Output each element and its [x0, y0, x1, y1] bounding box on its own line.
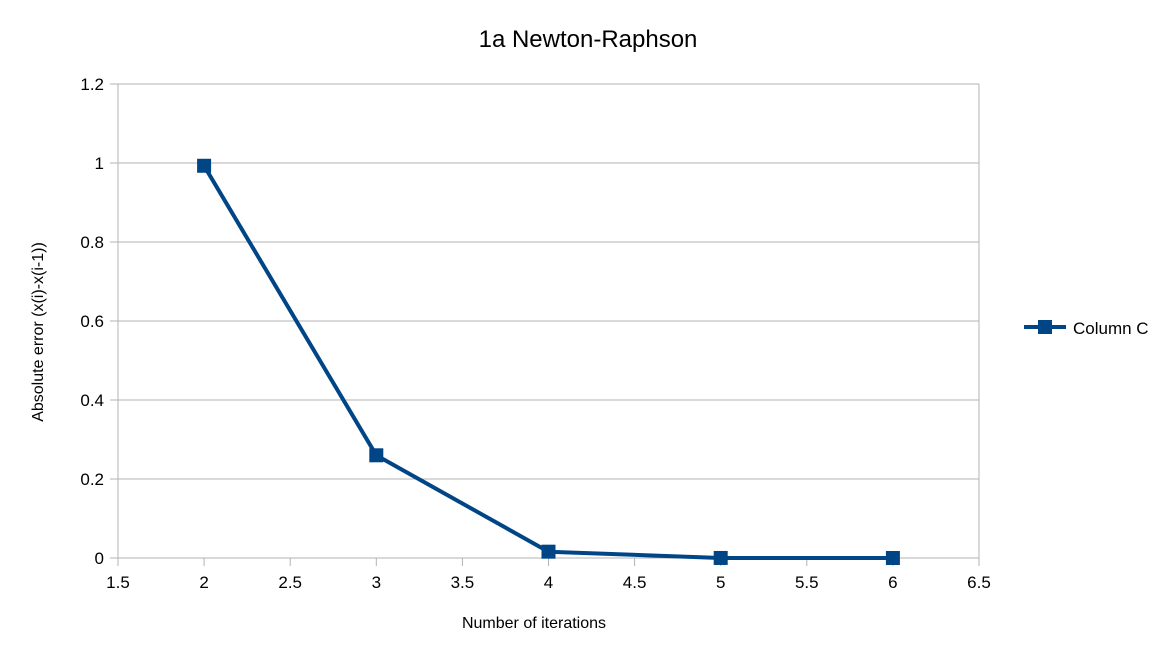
data-point-marker — [197, 158, 212, 173]
x-tick-label: 2 — [199, 573, 208, 592]
grid-lines — [118, 83, 979, 480]
data-point-marker — [713, 550, 728, 565]
x-tick-label: 1.5 — [106, 573, 130, 592]
plot-area: 0 0.2 0.4 0.6 0.8 1 1.2 1.5 2 2.5 3 3.5 4 4.5 5 5.5 6 6.… — [80, 75, 990, 592]
x-tick-label: 4 — [544, 573, 553, 592]
x-tick-label: 5 — [716, 573, 725, 592]
x-tick-label: 3 — [372, 573, 381, 592]
x-tick-label: 5.5 — [795, 573, 819, 592]
legend-label-column-c: Column C — [1073, 319, 1149, 338]
series-group — [197, 158, 900, 565]
x-tick-label: 2.5 — [278, 573, 302, 592]
y-tick-label: 1 — [95, 154, 104, 173]
y-axis-title: Absolute error (x(i)-x(i-1)) — [30, 242, 47, 422]
data-point-marker — [541, 544, 556, 559]
y-tick-label: 0.6 — [80, 312, 104, 331]
legend-square-marker — [1038, 320, 1052, 334]
y-tick-label: 1.2 — [80, 75, 104, 94]
legend: Column C — [1024, 319, 1149, 338]
chart-title: 1a Newton-Raphson — [479, 26, 698, 53]
data-point-marker — [369, 448, 384, 463]
x-tick-labels: 1.5 2 2.5 3 3.5 4 4.5 5 5.5 6 6.5 — [106, 573, 991, 592]
y-tick-label: 0.2 — [80, 470, 104, 489]
x-axis-title: Number of iterations — [462, 615, 606, 632]
x-tick-label: 6.5 — [967, 573, 991, 592]
y-tick-label: 0 — [95, 549, 104, 568]
y-tick-labels: 0 0.2 0.4 0.6 0.8 1 1.2 — [80, 75, 104, 568]
x-tick-label: 6 — [888, 573, 897, 592]
y-tick-label: 0.4 — [80, 391, 104, 410]
x-tick-label: 3.5 — [451, 573, 475, 592]
series-line — [202, 164, 893, 560]
x-tick-label: 4.5 — [623, 573, 647, 592]
data-point-marker — [885, 551, 900, 565]
y-tick-label: 0.8 — [80, 233, 104, 252]
axes — [110, 83, 980, 566]
